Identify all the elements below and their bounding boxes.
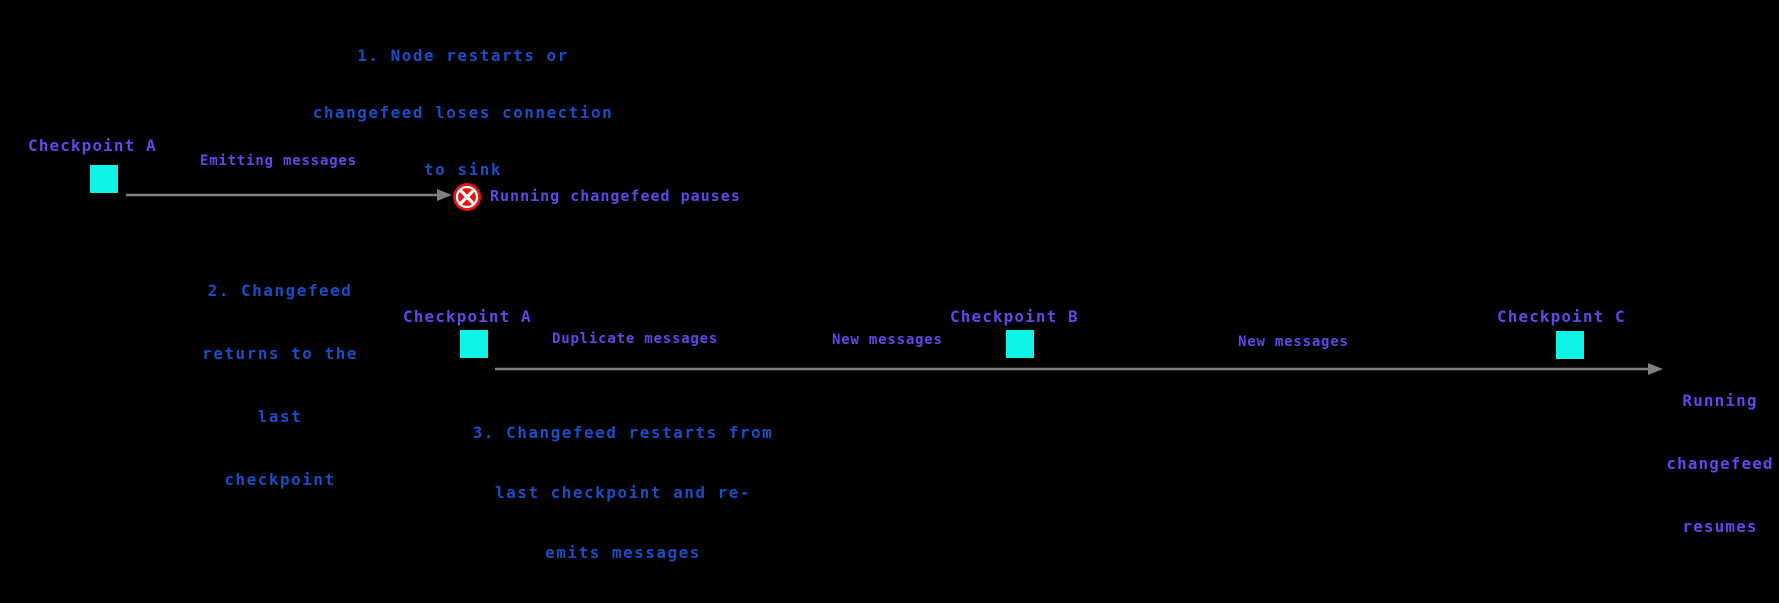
timeline2-arrow bbox=[495, 363, 1663, 375]
diagram-canvas: 1. Node restarts or changefeed loses con… bbox=[28, 8, 1773, 562]
step2-line2: returns to the bbox=[202, 344, 358, 363]
checkpoint-b-marker bbox=[1006, 330, 1034, 358]
checkpoint-c-marker bbox=[1556, 331, 1584, 359]
step3-note: 3. Changefeed restarts from last checkpo… bbox=[460, 383, 786, 603]
step2-note: 2. Changefeed returns to the last checkp… bbox=[195, 238, 365, 532]
step2-line1: 2. Changefeed bbox=[207, 281, 353, 300]
checkpoint-a1-marker bbox=[90, 165, 118, 193]
checkpoint-a2-label: Checkpoint A bbox=[403, 307, 532, 326]
resume-label: Running changefeed resumes bbox=[1656, 348, 1779, 579]
checkpoint-b-label: Checkpoint B bbox=[950, 307, 1079, 326]
step2-line4: checkpoint bbox=[224, 470, 336, 489]
resume-line2: changefeed bbox=[1666, 454, 1774, 473]
step3-line1: 3. Changefeed restarts from bbox=[472, 423, 774, 442]
duplicate-messages-label: Duplicate messages bbox=[552, 331, 719, 347]
pause-label: Running changefeed pauses bbox=[490, 187, 741, 205]
step1-line1: 1. Node restarts or bbox=[357, 46, 569, 65]
step1-line2: changefeed loses connection bbox=[312, 103, 614, 122]
checkpoint-a2-marker bbox=[460, 330, 488, 358]
new-messages-1-label: New messages bbox=[832, 332, 943, 348]
timeline1-arrow bbox=[126, 189, 452, 201]
resume-line3: resumes bbox=[1682, 517, 1758, 536]
step3-line2: last checkpoint and re- bbox=[494, 483, 752, 502]
step1-line3: to sink bbox=[424, 160, 502, 179]
pause-error-icon bbox=[453, 183, 481, 211]
new-messages-2-label: New messages bbox=[1238, 334, 1349, 350]
checkpoint-c-label: Checkpoint C bbox=[1497, 307, 1626, 326]
checkpoint-a1-label: Checkpoint A bbox=[28, 136, 157, 155]
step2-line3: last bbox=[257, 407, 303, 426]
resume-line1: Running bbox=[1682, 391, 1758, 410]
step3-line3: emits messages bbox=[545, 543, 701, 562]
step1-note: 1. Node restarts or changefeed loses con… bbox=[280, 8, 646, 217]
emitting-messages-label: Emitting messages bbox=[200, 153, 357, 169]
